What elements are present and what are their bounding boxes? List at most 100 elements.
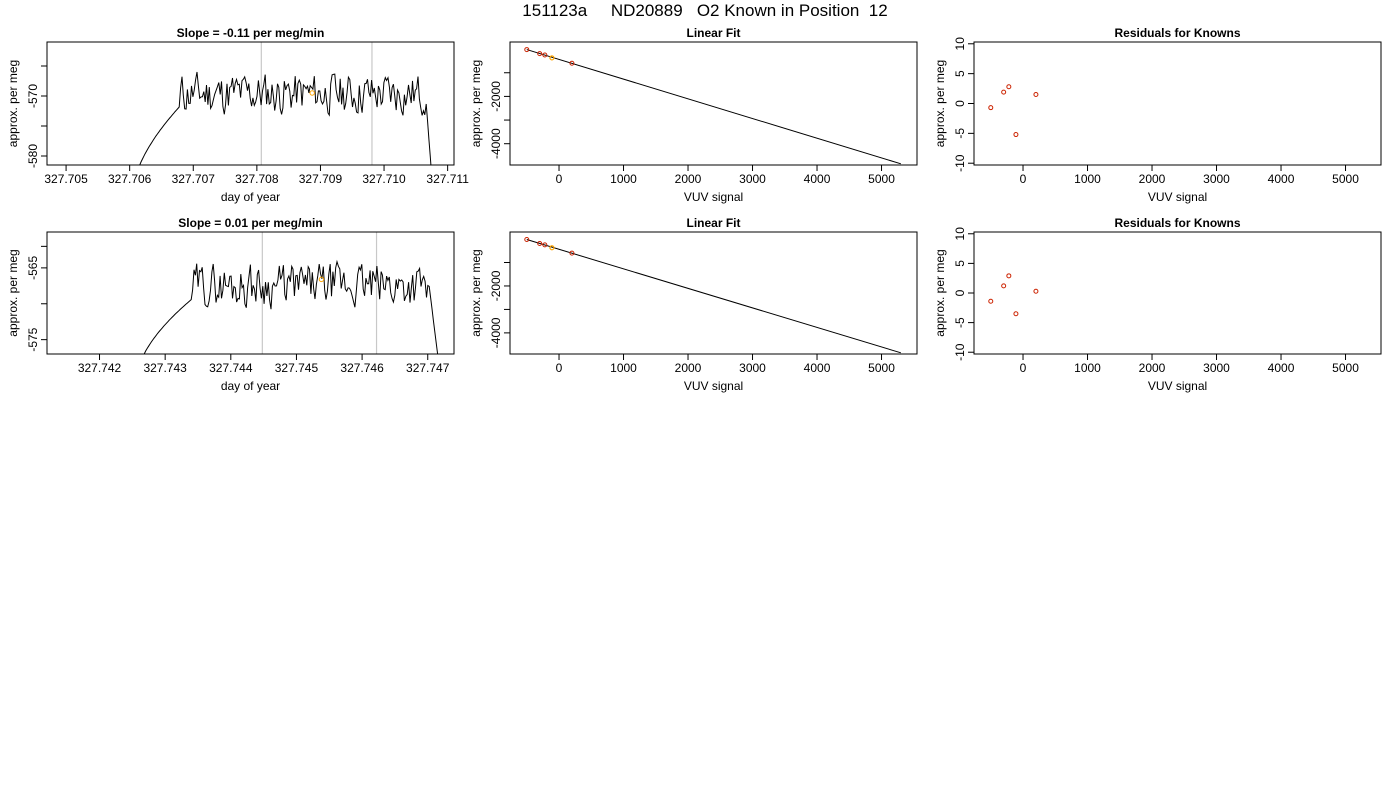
- data-point: [1001, 89, 1007, 95]
- highlight-point: [549, 55, 555, 61]
- x-tick-label: 327.745: [275, 361, 319, 375]
- y-tick-label: -4000: [489, 317, 503, 348]
- fit-line: [526, 239, 902, 354]
- time-series-line: [143, 259, 439, 354]
- y-tick-label: -2000: [489, 81, 503, 112]
- x-tick-label: 2000: [1139, 172, 1166, 186]
- x-tick-label: 1000: [1074, 361, 1101, 375]
- x-tick-label: 327.711: [426, 172, 469, 186]
- chart-panel-ts1: Slope = -0.11 per meg/min day of year appr…: [6, 26, 469, 204]
- x-tick-label: 5000: [1332, 172, 1359, 186]
- x-axis-label: VUV signal: [684, 190, 743, 204]
- y-tick-label: -575: [26, 327, 40, 351]
- x-tick-label: 327.744: [209, 361, 253, 375]
- highlight-point: [309, 90, 315, 96]
- x-tick-label: 0: [556, 361, 563, 375]
- y-axis-label: approx. per meg: [933, 60, 947, 147]
- y-tick-label: 10: [953, 37, 967, 51]
- highlight-point: [318, 276, 325, 283]
- y-tick-label: 0: [953, 100, 967, 107]
- x-tick-label: 1000: [610, 361, 637, 375]
- x-tick-label: 327.705: [44, 172, 88, 186]
- y-axis-label: approx. per meg: [469, 249, 483, 336]
- x-tick-label: 327.743: [143, 361, 187, 375]
- x-tick-label: 327.746: [340, 361, 384, 375]
- x-tick-label: 0: [1020, 361, 1027, 375]
- x-tick-label: 0: [1020, 172, 1027, 186]
- plot-area: [988, 84, 1039, 138]
- plot-frame: [46, 231, 455, 355]
- y-tick-label: -570: [26, 84, 40, 108]
- x-tick-label: 1000: [1074, 172, 1101, 186]
- x-tick-label: 327.747: [406, 361, 450, 375]
- y-tick-label: -10: [953, 154, 967, 172]
- y-tick-label: -565: [26, 256, 40, 280]
- data-point: [524, 237, 530, 243]
- plot-frame: [509, 231, 918, 355]
- plot-area: [143, 232, 439, 354]
- plot-area: [524, 237, 902, 354]
- y-axis-label: approx. per meg: [933, 249, 947, 336]
- data-point: [1006, 273, 1012, 279]
- plot-area: [988, 273, 1039, 317]
- data-point: [524, 47, 530, 53]
- x-tick-label: 3000: [1203, 172, 1230, 186]
- plot-area: [139, 42, 432, 165]
- x-tick-label: 4000: [804, 172, 831, 186]
- x-tick-label: 4000: [804, 361, 831, 375]
- x-tick-label: 327.709: [299, 172, 343, 186]
- x-tick-label: 327.706: [108, 172, 152, 186]
- x-tick-label: 1000: [610, 172, 637, 186]
- data-point: [988, 105, 994, 111]
- y-tick-label: 5: [953, 70, 967, 77]
- y-tick-label: 0: [953, 289, 967, 296]
- data-point: [542, 242, 548, 248]
- chart-title: Residuals for Knowns: [1114, 216, 1240, 230]
- chart-title: Linear Fit: [686, 216, 740, 230]
- chart-panel-rs1: Residuals for Knowns VUV signal approx. pe…: [933, 26, 1382, 204]
- page-title: 151123a ND20889 O2 Known in Position 12: [522, 1, 888, 20]
- chart-title: Slope = -0.11 per meg/min: [177, 26, 325, 40]
- x-tick-label: 327.710: [362, 172, 406, 186]
- chart-panel-ts2: Slope = 0.01 per meg/min day of year appro…: [6, 216, 455, 393]
- data-point: [1001, 283, 1007, 289]
- fit-line: [526, 49, 902, 165]
- x-axis-label: VUV signal: [684, 379, 743, 393]
- highlight-point: [549, 245, 555, 251]
- plot-area: [524, 47, 902, 165]
- x-tick-label: 327.707: [172, 172, 216, 186]
- x-axis-label: day of year: [221, 190, 280, 204]
- chart-title: Slope = 0.01 per meg/min: [178, 216, 322, 230]
- x-tick-label: 3000: [739, 172, 766, 186]
- plot-frame: [509, 41, 918, 166]
- y-tick-label: -5: [953, 128, 967, 139]
- data-point: [1033, 92, 1039, 98]
- x-tick-label: 4000: [1268, 172, 1295, 186]
- plot-frame: [973, 231, 1382, 355]
- x-tick-label: 327.708: [235, 172, 279, 186]
- y-tick-label: -5: [953, 317, 967, 328]
- data-point: [1033, 288, 1039, 294]
- y-axis-label: approx. per meg: [469, 60, 483, 147]
- data-point: [1006, 84, 1012, 90]
- plot-frame: [46, 41, 455, 166]
- chart-title: Residuals for Knowns: [1114, 26, 1240, 40]
- data-point: [542, 52, 548, 58]
- x-tick-label: 3000: [1203, 361, 1230, 375]
- y-tick-label: 10: [953, 227, 967, 241]
- y-axis-label: approx. per meg: [6, 249, 20, 336]
- y-axis-label: approx. per meg: [6, 60, 20, 147]
- plot-frame: [973, 41, 1382, 166]
- y-tick-label: -580: [26, 144, 40, 168]
- data-point: [537, 240, 543, 246]
- x-tick-label: 5000: [1332, 361, 1359, 375]
- data-point: [569, 250, 575, 256]
- data-point: [569, 60, 575, 66]
- data-point: [537, 51, 543, 57]
- y-tick-label: -4000: [489, 128, 503, 159]
- x-tick-label: 3000: [739, 361, 766, 375]
- x-tick-label: 2000: [1139, 361, 1166, 375]
- x-tick-label: 2000: [675, 172, 702, 186]
- x-tick-label: 4000: [1268, 361, 1295, 375]
